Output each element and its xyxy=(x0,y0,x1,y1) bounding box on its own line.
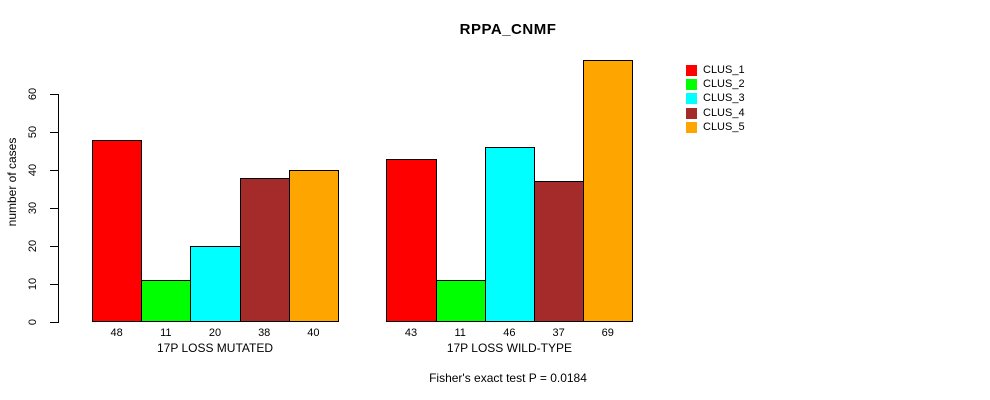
bar-clus_4 xyxy=(534,181,585,322)
bar-clus_2 xyxy=(435,280,486,322)
bar-value-label: 46 xyxy=(503,327,516,339)
bar-value-label: 48 xyxy=(110,327,123,339)
y-axis-tick-label: 30 xyxy=(27,201,39,215)
legend-swatch xyxy=(686,107,697,119)
bar-clus_2 xyxy=(141,280,192,322)
legend-swatch xyxy=(686,64,697,76)
bar-value-label: 43 xyxy=(404,327,418,339)
legend-swatch xyxy=(686,78,697,90)
bar-clus_1 xyxy=(386,158,437,322)
footer-annotation: Fisher's exact test P = 0.0184 xyxy=(429,371,587,385)
legend-label: CLUS_2 xyxy=(703,77,745,90)
legend-swatch xyxy=(686,93,697,105)
bar-clus_5 xyxy=(288,170,339,322)
y-axis-tick xyxy=(50,283,58,285)
bar-value-label: 11 xyxy=(454,327,466,339)
legend-label: CLUS_3 xyxy=(703,92,745,105)
group-caption: 17P LOSS WILD-TYPE xyxy=(446,341,572,355)
bar-clus_3 xyxy=(484,147,535,322)
bar-clus_1 xyxy=(92,139,143,322)
bar-value-label: 69 xyxy=(601,327,614,339)
bar-clus_3 xyxy=(190,246,241,322)
y-axis-tick xyxy=(50,321,58,323)
legend-item: CLUS_1 xyxy=(686,63,745,77)
bar-clus_5 xyxy=(583,59,634,322)
legend-item: CLUS_2 xyxy=(686,77,745,91)
y-axis-tick xyxy=(50,169,58,171)
y-axis-tick xyxy=(50,93,58,95)
y-axis-tick-label: 0 xyxy=(27,318,39,326)
y-axis-label: number of cases xyxy=(5,137,19,227)
y-axis-tick xyxy=(50,207,58,209)
chart-title: RPPA_CNMF xyxy=(459,21,557,38)
y-axis-tick-label: 10 xyxy=(27,277,39,291)
bar-value-label: 37 xyxy=(552,327,565,339)
y-axis-tick-label: 40 xyxy=(27,163,39,177)
y-axis-line xyxy=(58,94,59,323)
legend-item: CLUS_3 xyxy=(686,92,745,106)
y-axis-tick-label: 60 xyxy=(27,87,39,101)
legend-label: CLUS_5 xyxy=(703,120,745,133)
bar-value-label: 11 xyxy=(160,327,172,339)
legend-label: CLUS_1 xyxy=(703,63,745,76)
y-axis-tick xyxy=(50,131,58,133)
legend-item: CLUS_5 xyxy=(686,120,745,134)
legend-item: CLUS_4 xyxy=(686,106,745,120)
legend-swatch xyxy=(686,121,697,133)
bar-value-label: 40 xyxy=(307,327,320,339)
y-axis-tick-label: 20 xyxy=(27,239,39,253)
bar-value-label: 20 xyxy=(208,327,222,339)
bar-clus_4 xyxy=(239,177,290,322)
y-axis-tick xyxy=(50,245,58,247)
bar-value-label: 38 xyxy=(258,327,271,339)
group-caption: 17P LOSS MUTATED xyxy=(156,341,274,355)
legend-label: CLUS_4 xyxy=(703,106,745,119)
legend: CLUS_1 CLUS_2 CLUS_3 CLUS_4 CLUS_5 xyxy=(686,63,745,134)
y-axis-tick-label: 50 xyxy=(27,125,39,139)
